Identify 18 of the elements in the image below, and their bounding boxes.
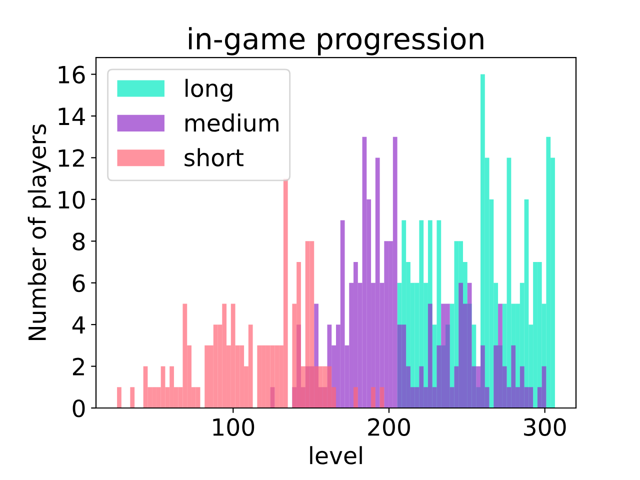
x-tick-label: 100	[213, 418, 254, 436]
y-tick-label: 2	[72, 358, 84, 376]
legend-label: long	[186, 78, 232, 102]
y-axis-title: Number of players	[28, 124, 51, 340]
x-axis-title: level	[310, 446, 362, 464]
chart-title: in-game progression	[189, 27, 484, 56]
y-tick-label: 14	[58, 108, 85, 125]
y-tick-label: 8	[72, 232, 85, 250]
y-tick-label: 0	[72, 399, 85, 418]
y-tick-label: 16	[58, 66, 85, 84]
x-tick-label: 200	[368, 418, 410, 436]
y-tick-label: 4	[72, 316, 85, 334]
legend-label: short	[184, 148, 244, 166]
y-tick-label: 12	[58, 149, 84, 167]
x-tick-label: 300	[524, 418, 566, 436]
y-tick-label: 6	[72, 274, 85, 292]
y-tick-label: 10	[58, 190, 85, 209]
legend-label: medium	[186, 114, 278, 132]
